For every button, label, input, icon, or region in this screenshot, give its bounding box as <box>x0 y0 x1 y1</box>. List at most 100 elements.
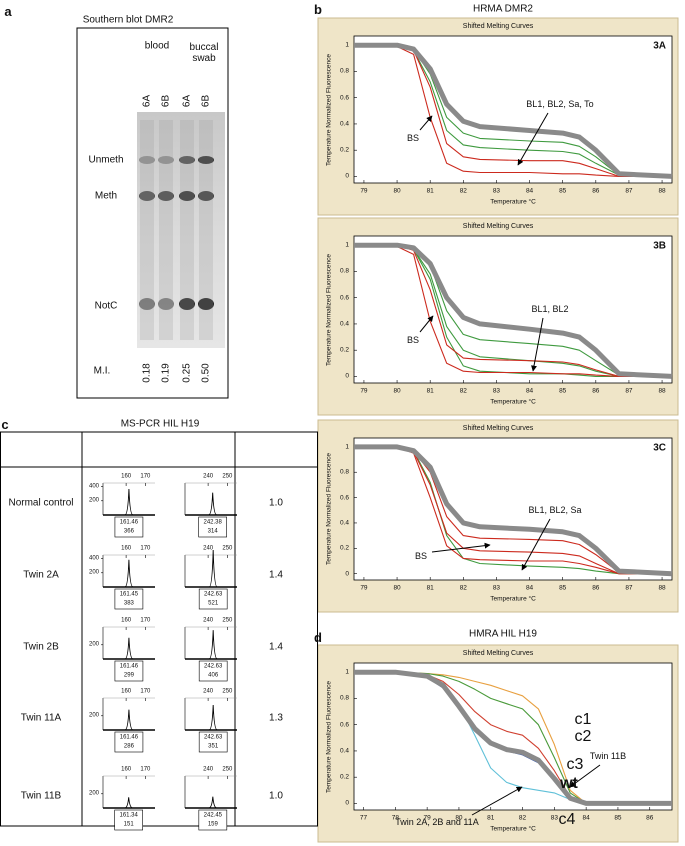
mi-label: M.I. <box>93 365 111 377</box>
x-tick-label: 170 <box>140 473 151 480</box>
lane-label: 6B <box>160 94 172 108</box>
x-tick-label: 240 <box>203 545 214 552</box>
band-label: Meth <box>94 190 118 202</box>
row-label: Twin 2B <box>23 641 59 653</box>
mi-value: 0.19 <box>160 363 172 383</box>
plot-title: Shifted Melting Curves <box>462 650 534 658</box>
x-tick-label: 84 <box>525 187 534 195</box>
y-tick-label: 0.6 <box>339 494 349 502</box>
annotation-arrow <box>419 115 433 131</box>
gel-smear <box>180 120 194 340</box>
x-tick-label: 80 <box>393 387 401 395</box>
y-tick-label: 0.8 <box>339 67 349 75</box>
y-tick-label: 400 <box>88 483 99 490</box>
x-tick-label: 84 <box>525 584 534 592</box>
x-tick-label: 83 <box>492 584 501 592</box>
y-axis-label: Temperature Normalized Fluorescence <box>325 680 333 793</box>
peak-height: 286 <box>123 743 134 750</box>
y-axis-label: Temperature Normalized Fluorescence <box>325 253 333 366</box>
peak-size: 161.46 <box>119 663 139 670</box>
row-label: Normal control <box>8 497 74 509</box>
y-tick-label: 1 <box>345 443 349 451</box>
x-tick-label: 85 <box>614 814 622 822</box>
annotation: c2 <box>574 728 592 746</box>
x-tick-label: 240 <box>203 688 214 695</box>
peak-label-box <box>198 809 228 831</box>
y-tick-label: 1 <box>345 241 349 249</box>
peak-size: 161.34 <box>119 812 138 819</box>
plot-area <box>353 437 673 581</box>
x-axis-label: Temperature °C <box>490 595 536 603</box>
y-tick-label: 0 <box>345 372 349 380</box>
x-tick-label: 84 <box>582 814 590 822</box>
x-tick-label: 250 <box>222 688 233 695</box>
gel-band <box>198 191 214 201</box>
x-tick-label: 86 <box>592 387 600 395</box>
gel-band <box>158 191 174 201</box>
peak <box>208 796 217 809</box>
ratio-value: 1.0 <box>269 790 283 802</box>
x-tick-label: 87 <box>625 584 633 592</box>
x-tick-label: 170 <box>140 688 151 695</box>
x-tick-label: 160 <box>121 617 132 624</box>
peak <box>124 709 134 731</box>
x-tick-label: 86 <box>646 814 654 822</box>
gel-band <box>158 298 174 310</box>
x-tick-label: 170 <box>140 766 151 773</box>
annotation-arrow <box>521 518 551 571</box>
peak-label-box <box>114 516 144 538</box>
annotation-arrow <box>471 786 523 816</box>
x-tick-label: 81 <box>426 387 434 395</box>
x-tick-label: 79 <box>360 584 368 592</box>
plot-tag: 3C <box>653 442 666 454</box>
mi-value: 0.25 <box>181 363 193 383</box>
y-tick-label: 0 <box>345 172 349 180</box>
ratio-value: 1.4 <box>269 641 283 653</box>
x-tick-label: 160 <box>121 766 132 773</box>
y-tick-label: 0.6 <box>339 294 349 302</box>
y-tick-label: 0.2 <box>339 146 349 154</box>
peak-label-box <box>198 660 228 682</box>
lane-label: 6A <box>181 94 193 108</box>
annotation: c4 <box>558 811 576 829</box>
x-tick-label: 82 <box>459 387 467 395</box>
panel-frame <box>76 27 229 399</box>
x-tick-label: 82 <box>459 187 467 195</box>
y-tick-label: 0.6 <box>339 94 349 102</box>
x-tick-label: 87 <box>625 187 633 195</box>
x-tick-label: 83 <box>492 387 501 395</box>
x-tick-label: 81 <box>487 814 495 822</box>
row-label: Twin 11B <box>20 790 62 802</box>
peak <box>208 705 218 731</box>
panel-title: MS-PCR HIL H19 <box>120 418 200 430</box>
x-tick-label: 160 <box>121 473 132 480</box>
band-label: Unmeth <box>88 154 124 166</box>
peak-label-box <box>114 809 143 831</box>
peak-size: 242.63 <box>203 663 223 670</box>
plot-area <box>353 235 673 384</box>
x-tick-label: 79 <box>360 187 368 195</box>
peak <box>124 797 133 809</box>
gel-band <box>139 156 155 164</box>
x-tick-label: 85 <box>559 584 567 592</box>
y-tick-label: 200 <box>88 497 99 504</box>
annotation: c3 <box>566 756 584 774</box>
peak-size: 242.63 <box>203 734 223 741</box>
x-tick-label: 86 <box>592 187 600 195</box>
peak-size: 161.46 <box>119 734 139 741</box>
x-axis-label: Temperature °C <box>490 398 536 406</box>
peak-height: 351 <box>208 743 219 750</box>
x-tick-label: 83 <box>550 814 558 822</box>
y-tick-label: 1 <box>345 668 349 676</box>
x-tick-label: 80 <box>455 814 463 822</box>
peak <box>208 549 218 588</box>
x-axis-label: Temperature °C <box>490 198 536 206</box>
gel-smear <box>199 120 213 340</box>
y-tick-label: 0.4 <box>339 747 349 755</box>
x-tick-label: 240 <box>203 766 214 773</box>
gel-smear <box>140 120 154 340</box>
y-tick-label: 0.2 <box>339 773 349 781</box>
panel-title: Southern blot DMR2 <box>82 14 174 26</box>
